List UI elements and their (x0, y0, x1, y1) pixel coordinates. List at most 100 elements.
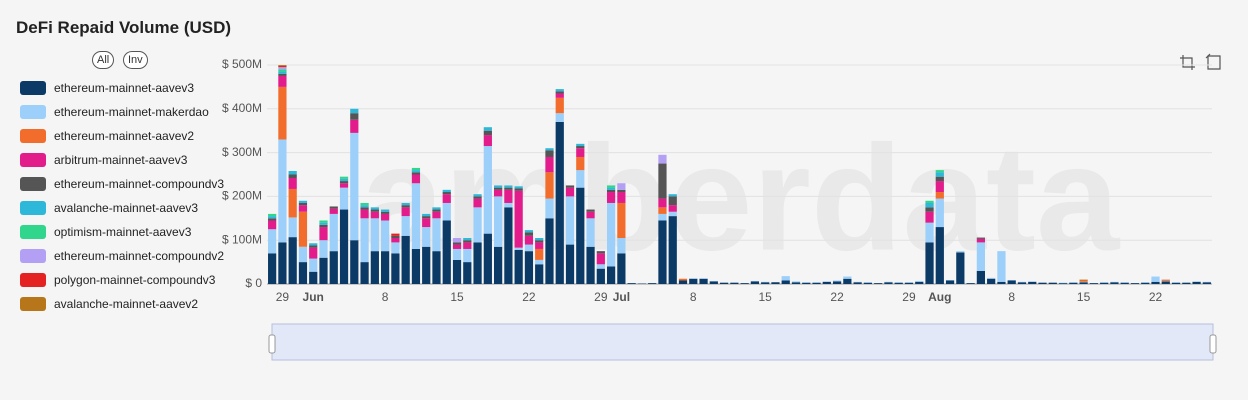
zoom-handle[interactable] (1209, 334, 1217, 354)
bar-segment (832, 280, 842, 282)
legend-swatch[interactable] (20, 177, 46, 191)
legend-swatch[interactable] (20, 201, 46, 215)
bar-segment (411, 174, 421, 184)
bar-segment (648, 283, 657, 284)
legend-item[interactable]: ethereum-mainnet-aavev3 (20, 76, 224, 100)
legend-item[interactable]: optimism-mainnet-aavev3 (20, 220, 224, 244)
bar-segment (1161, 281, 1170, 284)
bar-segment (401, 216, 410, 236)
restore-icon[interactable] (1205, 53, 1221, 70)
bar-segment (370, 209, 379, 212)
bar-segment (483, 233, 492, 284)
legend-item[interactable]: ethereum-mainnet-makerdao (20, 100, 224, 124)
bar-segment (524, 235, 534, 245)
zoom-icon[interactable] (1180, 55, 1195, 70)
bar-segment (473, 207, 482, 243)
legend-swatch[interactable] (20, 153, 46, 167)
bar-segment (514, 190, 523, 248)
bar-segment (535, 264, 544, 284)
x-tick-label: 22 (1149, 290, 1163, 304)
bar-segment (422, 246, 431, 284)
bar-segment (278, 71, 287, 74)
bar-segment (339, 209, 349, 284)
bar-segment (524, 251, 534, 284)
bar-segment (987, 278, 996, 284)
legend-item[interactable]: ethereum-mainnet-compoundv3 (20, 172, 224, 196)
bar-segment (339, 181, 349, 184)
legend-swatch[interactable] (20, 225, 46, 239)
legend-label[interactable]: avalanche-mainnet-aavev2 (54, 297, 199, 311)
bar-segment (288, 174, 297, 179)
bar-segment (350, 119, 359, 133)
legend-label[interactable]: ethereum-mainnet-aavev2 (54, 129, 195, 143)
bar-segment (319, 222, 328, 225)
bar-segment (791, 281, 801, 283)
legend-item[interactable]: arbitrum-mainnet-aavev3 (20, 148, 224, 172)
bar-segment (329, 206, 338, 209)
legend-label[interactable]: avalanche-mainnet-aavev3 (54, 201, 199, 215)
legend-item[interactable]: avalanche-mainnet-aavev3 (20, 196, 224, 220)
legend-item[interactable]: avalanche-mainnet-aavev2 (20, 292, 224, 316)
bar-segment (524, 232, 534, 236)
legend-label[interactable]: polygon-mainnet-compoundv3 (54, 273, 216, 287)
bar-segment (329, 251, 338, 284)
bar-segment (781, 280, 790, 284)
legend-swatch[interactable] (20, 105, 46, 119)
legend-label[interactable]: ethereum-mainnet-compoundv2 (54, 249, 225, 263)
bar-segment (432, 218, 441, 252)
legend-label[interactable]: optimism-mainnet-aavev3 (54, 225, 192, 239)
legend-swatch[interactable] (20, 273, 46, 287)
toolbar[interactable] (1180, 53, 1221, 70)
bar-segment (360, 262, 369, 284)
bar-segment (761, 282, 770, 284)
x-tick-label: 29 (276, 290, 290, 304)
bar-segment (401, 202, 410, 206)
bar-segment (401, 205, 410, 208)
bar-segment (288, 237, 297, 284)
bar-segment (606, 189, 616, 193)
legend-label[interactable]: ethereum-mainnet-makerdao (54, 105, 209, 119)
bar-segment (843, 278, 852, 284)
legend-item[interactable]: ethereum-mainnet-compoundv2 (20, 244, 224, 268)
legend-item[interactable]: polygon-mainnet-compoundv3 (20, 268, 224, 292)
zoom-slider[interactable] (268, 323, 1217, 361)
legend-swatch[interactable] (20, 81, 46, 95)
x-tick-label: 22 (830, 290, 844, 304)
legend-swatch[interactable] (20, 129, 46, 143)
bar-segment (298, 205, 308, 212)
legend-swatch[interactable] (20, 297, 46, 311)
bar-segment (288, 217, 297, 238)
bar-segment (350, 108, 359, 114)
zoom-window[interactable] (271, 323, 1214, 361)
bar-segment (586, 209, 595, 212)
legend-item[interactable]: ethereum-mainnet-aavev2 (20, 124, 224, 148)
bar-segment (452, 259, 462, 284)
bar-segment (904, 282, 914, 284)
bar-segment (442, 189, 451, 193)
legend-label[interactable]: ethereum-mainnet-compoundv3 (54, 177, 225, 191)
bar-segment (339, 187, 349, 210)
bar-segment (606, 187, 616, 190)
bar-segment (822, 281, 831, 284)
bar-segment (689, 278, 698, 284)
bar-segment (329, 208, 338, 214)
bar-segment (370, 251, 379, 284)
bar-segment (976, 242, 985, 271)
legend-swatch[interactable] (20, 249, 46, 263)
bar-segment (668, 194, 677, 197)
bar-segment (268, 220, 277, 230)
bar-segment (935, 176, 944, 182)
bar-segment (504, 185, 513, 188)
legend-label[interactable]: ethereum-mainnet-aavev3 (54, 81, 195, 95)
bar-segment (422, 218, 431, 228)
zoom-handle[interactable] (268, 334, 276, 354)
bar-segment (576, 187, 585, 284)
bar-segment (606, 192, 616, 203)
legend-label[interactable]: arbitrum-mainnet-aavev3 (54, 153, 188, 167)
legend-inverse-button[interactable]: Inv (123, 51, 148, 69)
bar-segment (360, 202, 369, 206)
bar-segment (617, 238, 626, 254)
legend-all-button[interactable]: All (92, 51, 115, 69)
bar-segment (422, 213, 431, 217)
